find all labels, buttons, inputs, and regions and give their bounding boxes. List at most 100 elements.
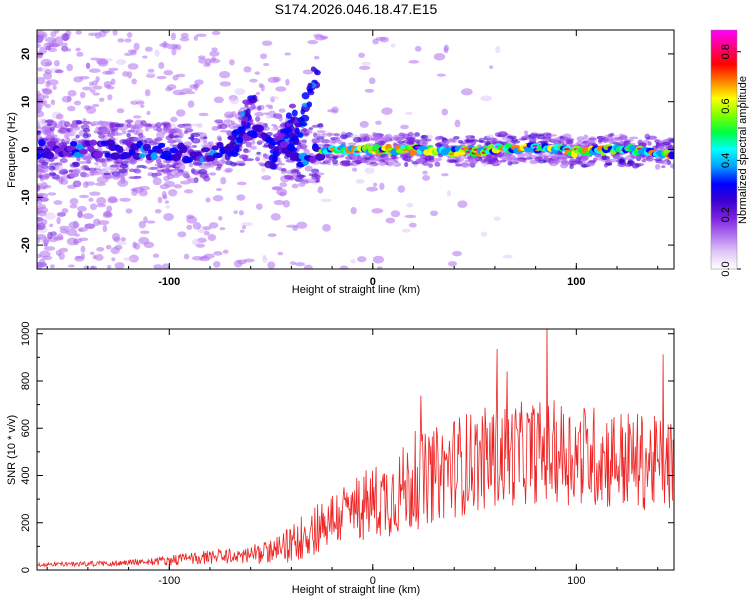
spectrogram-noise-blob: [80, 253, 86, 260]
spectrogram-ridge-blob: [409, 148, 417, 156]
spectrogram-noise-blob: [41, 255, 53, 261]
spectrogram-noise-blob: [121, 130, 127, 135]
spectrogram-streak-blob: [248, 96, 258, 104]
spectrogram-halo-blob: [299, 144, 308, 149]
colorbar: 0.0 0.2 0.4 0.6 0.8 Normalized spectral ampl…: [710, 29, 749, 277]
spectrogram-halo-blob: [290, 168, 299, 174]
spectrogram-halo-blob: [402, 155, 412, 162]
spectrogram-noise-blob: [37, 184, 41, 192]
spectrogram-noise-blob: [114, 244, 123, 250]
spectrogram-noise-blob: [102, 70, 113, 75]
spectrogram-halo-blob: [352, 136, 362, 143]
spectrogram-noise-blob: [79, 194, 90, 199]
spectrogram-halo-blob: [41, 173, 51, 179]
spectrogram-ridge-blob: [279, 141, 288, 149]
spectrogram-noise-blob: [298, 182, 306, 187]
spectrogram-noise-blob: [502, 254, 513, 259]
spectrogram-noise-blob: [352, 167, 358, 172]
spectrogram-halo-blob: [265, 113, 272, 119]
spectrogram-noise-blob: [116, 108, 125, 114]
spectrogram-halo-blob: [548, 160, 558, 167]
spectrogram-noise-blob: [285, 78, 290, 86]
spectrogram-halo-blob: [579, 155, 589, 162]
spectrogram-noise-blob: [77, 205, 87, 212]
spectrogram-noise-blob: [229, 59, 235, 66]
spectrogram-noise-blob: [115, 58, 127, 66]
spectrogram-noise-blob: [107, 94, 113, 101]
spectrogram-halo-blob: [647, 141, 652, 146]
spectrogram-halo-blob: [162, 130, 167, 135]
spectrogram-noise-blob: [219, 227, 226, 231]
spectrogram-noise-blob: [119, 197, 131, 202]
spectrogram-noise-blob: [385, 217, 396, 224]
spectrogram-noise-blob: [198, 57, 207, 64]
spectrogram-halo-blob: [53, 124, 63, 129]
spectrogram-noise-blob: [179, 36, 190, 42]
spectrogram-halo-blob: [407, 132, 414, 137]
spectrogram-streak-blob: [300, 108, 306, 115]
spectrogram-noise-blob: [408, 222, 417, 228]
spectrogram-noise-blob: [320, 35, 329, 40]
spectrogram-halo-blob: [57, 121, 64, 125]
spectrogram-halo-blob: [448, 159, 458, 163]
spectrogram-halo-blob: [108, 124, 115, 129]
spectrogram-noise-blob: [213, 251, 223, 256]
spectrogram-noise-blob: [37, 52, 44, 58]
spectrogram-halo-blob: [567, 160, 578, 166]
spectrogram-halo-blob: [609, 132, 615, 137]
spectrogram-halo-blob: [173, 128, 183, 134]
spectrogram-halo-blob: [182, 123, 192, 126]
spectrogram-y-tick-label: 0: [20, 146, 32, 152]
snr-background: [37, 329, 674, 570]
spectrogram-noise-blob: [152, 177, 162, 186]
colorbar-label: Normalized spectral amplitude: [737, 76, 749, 224]
spectrogram-noise-blob: [126, 32, 133, 38]
spectrogram-halo-blob: [179, 132, 184, 139]
spectrogram-noise-blob: [460, 88, 473, 96]
spectrogram-noise-blob: [448, 261, 458, 267]
spectrogram-halo-blob: [112, 132, 123, 136]
spectrogram-halo-blob: [382, 157, 392, 161]
spectrogram-streak-blob: [285, 122, 291, 128]
spectrogram-noise-blob: [186, 224, 193, 230]
spectrogram-noise-blob: [92, 85, 103, 90]
spectrogram-halo-blob: [641, 158, 647, 163]
spectrogram-noise-blob: [43, 246, 56, 251]
spectrogram-streak-blob: [301, 121, 308, 127]
spectrogram-noise-blob: [184, 189, 194, 194]
spectrogram-halo-blob: [560, 162, 569, 169]
spectrogram-halo-blob: [240, 107, 247, 111]
spectrogram-noise-blob: [278, 108, 286, 113]
spectrogram-halo-blob: [490, 159, 500, 164]
spectrogram-noise-blob: [68, 221, 80, 230]
spectrogram-peak-blob: [354, 150, 360, 153]
spectrogram-noise-blob: [147, 68, 155, 73]
spectrogram-noise-blob: [122, 71, 129, 77]
spectrogram-halo-blob: [166, 128, 174, 135]
spectrogram-noise-blob: [358, 65, 371, 70]
snr-x-tick-label: 0: [370, 575, 376, 587]
spectrogram-halo-blob: [559, 138, 568, 142]
spectrogram-noise-blob: [317, 186, 324, 194]
spectrogram-noise-blob: [168, 189, 178, 197]
spectrogram-halo-blob: [654, 163, 661, 170]
spectrogram-halo-blob: [188, 162, 194, 168]
spectrogram-noise-blob: [154, 208, 162, 214]
spectrogram-noise-blob: [66, 63, 74, 72]
spectrogram-noise-blob: [131, 78, 137, 85]
spectrogram-heatmap: [37, 30, 674, 269]
spectrogram-halo-blob: [57, 128, 67, 134]
spectrogram-halo-blob: [543, 155, 549, 159]
spectrogram-noise-blob: [52, 85, 57, 91]
spectrogram-halo-blob: [555, 154, 564, 159]
spectrogram-noise-blob: [135, 101, 145, 105]
spectrogram-noise-blob: [203, 62, 211, 68]
spectrogram-halo-blob: [235, 160, 245, 164]
spectrogram-streak-blob: [280, 128, 289, 135]
spectrogram-noise-blob: [212, 195, 224, 202]
spectrogram-halo-blob: [316, 136, 325, 140]
spectrogram-halo-blob: [69, 172, 75, 178]
spectrogram-halo-blob: [562, 133, 572, 140]
spectrogram-halo-blob: [414, 132, 420, 137]
spectrogram-noise-blob: [144, 46, 153, 52]
